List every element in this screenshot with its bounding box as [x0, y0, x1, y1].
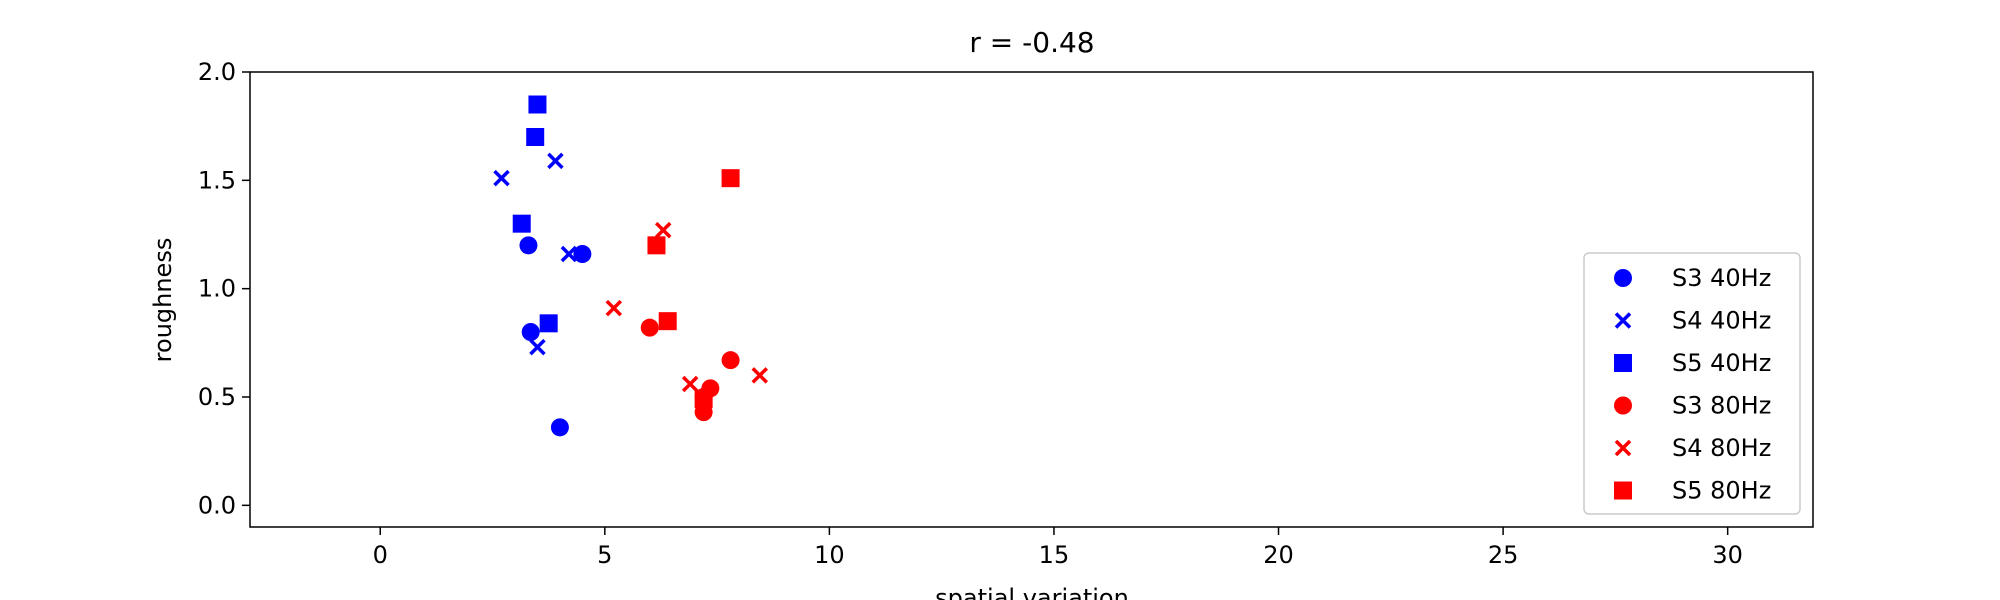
plot-frame — [249, 71, 1814, 528]
point-s5-80hz — [658, 312, 677, 331]
legend-label-s4-40hz: S4 40Hz — [1672, 307, 1771, 335]
point-s5-80hz — [647, 236, 666, 255]
point-s5-80hz — [721, 169, 740, 188]
point-s4-40hz — [529, 338, 546, 356]
point-s5-40hz — [512, 214, 531, 233]
point-s4-40hz — [560, 245, 578, 263]
point-s5-80hz — [694, 390, 713, 409]
y-axis: 0.0 0.5 1.0 1.5 2.0 — [198, 58, 250, 519]
point-s3-40hz — [521, 323, 540, 341]
plot-area: 0 5 10 15 20 25 30 0.0 0.5 1.0 1.5 2.0 — [198, 58, 1814, 569]
x-tick-label: 15 — [1039, 541, 1070, 569]
x-axis-label: spatial variation — [935, 584, 1129, 600]
legend-frame — [1583, 252, 1801, 515]
data-points — [493, 95, 769, 437]
legend-marker-s3-80hz — [1614, 396, 1632, 415]
point-s4-80hz — [681, 375, 699, 393]
legend-label-s3-80hz: S3 80Hz — [1672, 392, 1771, 420]
y-tick-label: 2.0 — [198, 58, 236, 86]
point-s5-40hz — [539, 314, 558, 333]
point-s3-80hz — [721, 351, 740, 370]
x-tick-label: 25 — [1488, 541, 1519, 569]
x-tick-label: 5 — [597, 541, 612, 569]
legend-marker-s4-40hz — [1614, 312, 1632, 329]
x-tick-label: 0 — [373, 541, 388, 569]
y-tick-label: 0.0 — [198, 491, 236, 519]
legend-label-s5-80hz: S5 80Hz — [1672, 477, 1771, 505]
point-s4-40hz — [547, 152, 564, 170]
point-s5-40hz — [526, 128, 545, 146]
legend-marker-s5-40hz — [1614, 354, 1632, 372]
point-s4-80hz — [751, 367, 769, 384]
y-tick-label: 1.5 — [198, 166, 236, 194]
point-s3-40hz — [573, 245, 592, 263]
point-s4-80hz — [654, 221, 672, 239]
legend-marker-s3-40hz — [1614, 269, 1632, 287]
legend-label-s5-40hz: S5 40Hz — [1672, 349, 1771, 377]
point-s3-80hz — [640, 318, 659, 337]
legend-marker-s4-80hz — [1614, 439, 1632, 457]
point-s4-80hz — [605, 299, 623, 317]
x-tick-label: 30 — [1712, 541, 1743, 569]
point-s3-40hz — [519, 236, 538, 255]
point-s3-40hz — [550, 418, 569, 437]
legend-marker-s5-80hz — [1614, 481, 1632, 500]
point-s4-40hz — [493, 169, 510, 187]
legend-label-s3-40hz: S3 40Hz — [1672, 264, 1771, 292]
legend-label-s4-80hz: S4 80Hz — [1672, 434, 1771, 462]
x-axis: 0 5 10 15 20 25 30 — [373, 527, 1743, 569]
y-axis-label: roughness — [149, 238, 177, 363]
point-s5-40hz — [528, 95, 547, 114]
y-tick-label: 1.0 — [198, 275, 236, 303]
x-tick-label: 10 — [814, 541, 845, 569]
y-tick-label: 0.5 — [198, 383, 236, 411]
x-tick-label: 20 — [1263, 541, 1294, 569]
legend: S3 40Hz S4 40Hz S5 40Hz S3 80Hz S4 80Hz S5 80… — [1583, 252, 1801, 515]
chart-title: r = -0.48 — [969, 26, 1094, 59]
